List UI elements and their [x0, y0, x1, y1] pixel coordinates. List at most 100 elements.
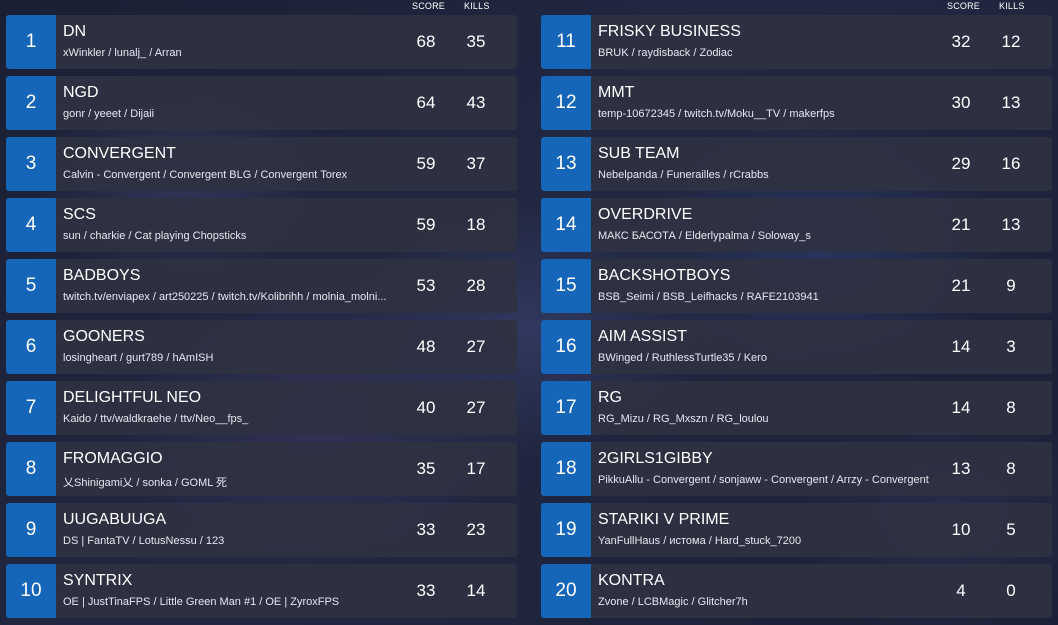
team-score: 48	[416, 337, 436, 356]
team-players: BSB_Seimi / BSB_Leifhacks / RAFE2103941	[598, 291, 819, 303]
team-score: 53	[416, 276, 436, 295]
team-row: 19 STARIKI V PRIME YanFullHaus / истома …	[541, 503, 1052, 557]
team-kills: 35	[466, 32, 486, 51]
team-name: NGD	[63, 84, 99, 101]
team-players: OE | JustTinaFPS / Little Green Man #1 /…	[63, 596, 340, 608]
leaderboard-left-column: SCORE KILLS 1 DN xWinkler / lunalj_ / Ar…	[6, 0, 518, 618]
rank-badge: 20	[541, 564, 591, 618]
team-players: gonr / yeeet / Dijaii	[63, 108, 155, 120]
team-row: 6 GOONERS losingheart / gurt789 / hAmISH…	[6, 320, 517, 374]
team-row: 17 RG RG_Mizu / RG_Mxszn / RG_loulou 14 …	[541, 381, 1052, 435]
team-row: 15 BACKSHOTBOYS BSB_Seimi / BSB_Leifhack…	[541, 259, 1052, 313]
team-row: 16 AIM ASSIST BWinged / RuthlessTurtle35…	[541, 320, 1052, 374]
rank-badge: 5	[6, 259, 56, 313]
team-row: 10 SYNTRIX OE | JustTinaFPS / Little Gre…	[6, 564, 517, 618]
team-kills: 9	[1006, 276, 1016, 295]
team-name: BACKSHOTBOYS	[598, 267, 731, 284]
team-name: CONVERGENT	[63, 145, 176, 162]
team-kills: 43	[466, 93, 486, 112]
team-score: 59	[416, 215, 436, 234]
team-row: 3 CONVERGENT Calvin - Convergent / Conve…	[6, 137, 517, 191]
team-name: SYNTRIX	[63, 572, 133, 589]
team-players: BRUK / raydisback / Zodiac	[598, 47, 733, 59]
team-kills: 27	[466, 398, 486, 417]
team-kills: 17	[466, 459, 486, 478]
team-row: 18 2GIRLS1GIBBY PikkuAllu - Convergent /…	[541, 442, 1052, 496]
team-kills: 23	[466, 520, 486, 539]
score-header: SCORE	[947, 1, 981, 11]
team-players: sun / charkie / Cat playing Chopsticks	[63, 230, 247, 242]
team-row: 11 FRISKY BUSINESS BRUK / raydisback / Z…	[541, 15, 1052, 69]
team-players: Calvin - Convergent / Convergent BLG / C…	[63, 169, 348, 181]
rank-badge: 14	[541, 198, 591, 252]
team-score: 68	[416, 32, 436, 51]
rank-badge: 18	[541, 442, 591, 496]
team-players: DS | FantaTV / LotusNessu / 123	[63, 535, 225, 547]
team-score: 30	[951, 93, 971, 112]
team-score: 64	[416, 93, 436, 112]
team-name: KONTRA	[598, 572, 665, 589]
team-row: 20 KONTRA Zvone / LCBMagic / Glitcher7h …	[541, 564, 1052, 618]
team-players: Nebelpanda / Funerailles / rCrabbs	[598, 169, 769, 181]
kills-header: KILLS	[464, 1, 490, 11]
team-score: 40	[416, 398, 436, 417]
team-score: 10	[951, 520, 971, 539]
team-score: 35	[416, 459, 436, 478]
kills-header: KILLS	[999, 1, 1025, 11]
rank-badge: 17	[541, 381, 591, 435]
team-players: RG_Mizu / RG_Mxszn / RG_loulou	[598, 413, 769, 425]
team-players: xWinkler / lunalj_ / Arran	[63, 47, 182, 59]
team-score: 14	[951, 337, 971, 356]
team-players: 乂Shinigami乂 / sonka / GOML 死	[63, 477, 228, 489]
team-score: 4	[956, 581, 966, 600]
rank-badge: 16	[541, 320, 591, 374]
team-name: AIM ASSIST	[598, 328, 687, 345]
team-kills: 14	[466, 581, 486, 600]
team-name: MMT	[598, 84, 635, 101]
column-header: SCORE KILLS	[541, 0, 1053, 15]
team-score: 32	[951, 32, 971, 51]
team-kills: 12	[1001, 32, 1021, 51]
team-row: 1 DN xWinkler / lunalj_ / Arran 68 35	[6, 15, 517, 69]
team-row: 5 BADBOYS twitch.tv/enviapex / art250225…	[6, 259, 517, 313]
team-players: PikkuAllu - Convergent / sonjaww - Conve…	[598, 474, 929, 486]
team-name: OVERDRIVE	[598, 206, 693, 223]
team-row: 12 MMT temp-10672345 / twitch.tv/Moku__T…	[541, 76, 1052, 130]
column-header: SCORE KILLS	[6, 0, 518, 15]
team-row: 4 SCS sun / charkie / Cat playing Chopst…	[6, 198, 517, 252]
team-players: МАКС БАСОТА / Elderlypalma / Soloway_s	[598, 230, 811, 242]
team-name: BADBOYS	[63, 267, 141, 284]
team-row: 2 NGD gonr / yeeet / Dijaii 64 43	[6, 76, 517, 130]
team-row: 13 SUB TEAM Nebelpanda / Funerailles / r…	[541, 137, 1052, 191]
team-name: FROMAGGIO	[63, 450, 163, 467]
rank-badge: 4	[6, 198, 56, 252]
team-name: 2GIRLS1GIBBY	[598, 450, 713, 467]
team-players: Kaido / ttv/waldkraehe / ttv/Neo__fps_	[63, 413, 249, 425]
rank-badge: 1	[6, 15, 56, 69]
team-score: 59	[416, 154, 436, 173]
team-players: Zvone / LCBMagic / Glitcher7h	[598, 596, 748, 608]
team-name: GOONERS	[63, 328, 145, 345]
team-score: 29	[951, 154, 971, 173]
score-header: SCORE	[412, 1, 446, 11]
team-kills: 18	[466, 215, 486, 234]
team-name: STARIKI V PRIME	[598, 511, 730, 528]
team-name: SUB TEAM	[598, 145, 680, 162]
team-kills: 13	[1001, 215, 1021, 234]
team-name: SCS	[63, 206, 96, 223]
rank-badge: 8	[6, 442, 56, 496]
team-score: 21	[951, 215, 971, 234]
team-row: 9 UUGABUUGA DS | FantaTV / LotusNessu / …	[6, 503, 517, 557]
team-row: 14 OVERDRIVE МАКС БАСОТА / Elderlypalma …	[541, 198, 1052, 252]
team-score: 13	[951, 459, 971, 478]
team-kills: 28	[466, 276, 486, 295]
team-players: twitch.tv/enviapex / art250225 / twitch.…	[63, 291, 387, 303]
rank-badge: 15	[541, 259, 591, 313]
team-name: UUGABUUGA	[63, 511, 167, 528]
team-score: 21	[951, 276, 971, 295]
rank-badge: 9	[6, 503, 56, 557]
team-kills: 8	[1006, 398, 1016, 417]
team-score: 33	[416, 581, 436, 600]
team-players: YanFullHaus / истома / Hard_stuck_7200	[598, 535, 802, 547]
rank-badge: 10	[6, 564, 56, 618]
